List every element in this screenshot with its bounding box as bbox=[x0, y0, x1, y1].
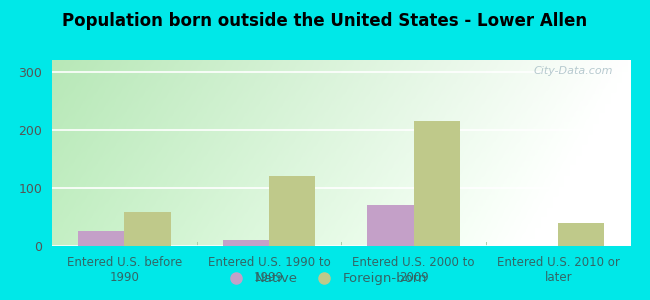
Text: City-Data.com: City-Data.com bbox=[534, 66, 613, 76]
Bar bbox=[558, 223, 605, 246]
Bar bbox=[269, 176, 315, 246]
Bar bbox=[367, 205, 413, 246]
Text: Population born outside the United States - Lower Allen: Population born outside the United State… bbox=[62, 12, 588, 30]
Legend: Native, Foreign-born: Native, Foreign-born bbox=[218, 267, 432, 290]
Bar bbox=[223, 240, 269, 246]
Bar bbox=[78, 232, 124, 246]
Bar bbox=[413, 121, 460, 246]
Bar bbox=[124, 212, 170, 246]
